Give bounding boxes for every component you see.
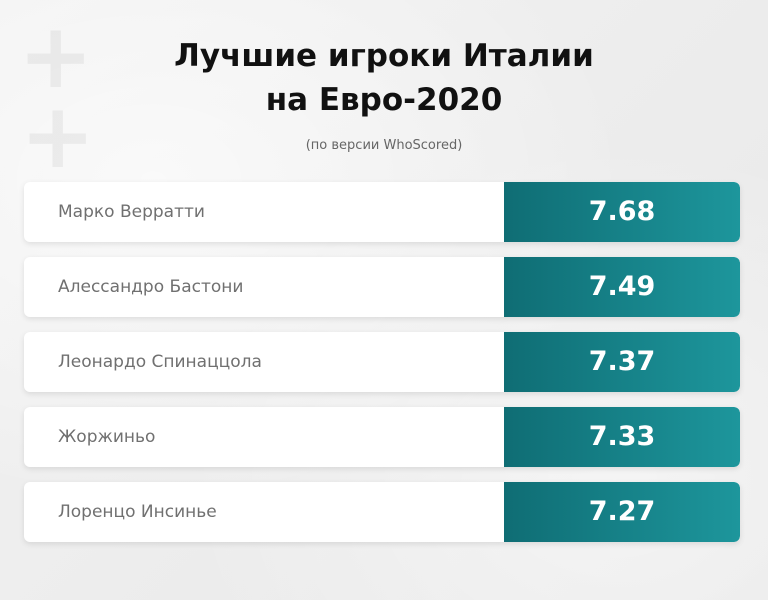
- ratings-table: Марко Верратти 7.68 Алессандро Бастони 7…: [24, 182, 740, 557]
- player-name: Алессандро Бастони: [58, 277, 244, 297]
- table-row: Леонардо Спинаццола 7.37: [24, 332, 740, 392]
- table-row: Жоржиньо 7.33: [24, 407, 740, 467]
- player-name: Лоренцо Инсинье: [58, 502, 217, 522]
- chart-title-line-1: Лучшие игроки Италии: [174, 38, 594, 74]
- table-row: Лоренцо Инсинье 7.27: [24, 482, 740, 542]
- player-score: 7.33: [504, 407, 740, 467]
- player-score: 7.27: [504, 482, 740, 542]
- chart-subtitle: (по версии WhoScored): [305, 138, 463, 153]
- table-row: Марко Верратти 7.68: [24, 182, 740, 242]
- chart-title-line-2: на Евро-2020: [265, 82, 503, 118]
- table-row: Алессандро Бастони 7.49: [24, 257, 740, 317]
- player-name: Леонардо Спинаццола: [58, 352, 262, 372]
- player-score: 7.68: [504, 182, 740, 242]
- player-name: Марко Верратти: [58, 202, 205, 222]
- player-name: Жоржиньо: [58, 427, 156, 447]
- player-score: 7.49: [504, 257, 740, 317]
- chart-title: Лучшие игроки Италии на Евро-2020: [0, 34, 768, 122]
- player-score: 7.37: [504, 332, 740, 392]
